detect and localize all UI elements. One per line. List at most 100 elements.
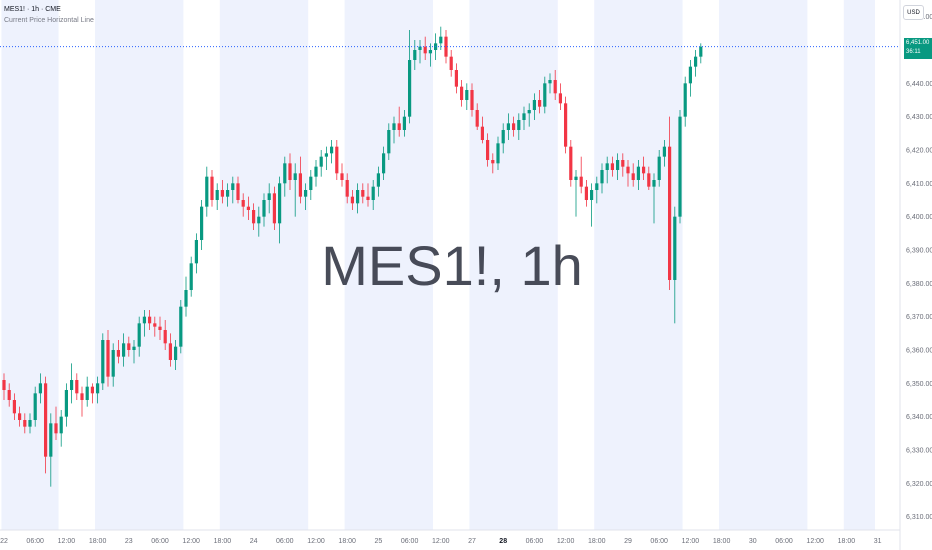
time-tick-label: 06:00 [151, 538, 169, 545]
candle [382, 146, 386, 180]
candle [132, 340, 136, 364]
candle-body [496, 143, 500, 164]
candle [340, 163, 344, 187]
candle-body [553, 80, 557, 94]
candle-body [18, 413, 22, 420]
candle [18, 406, 22, 427]
candle-body [330, 146, 334, 154]
candle [116, 340, 120, 364]
candle-body [319, 156, 323, 167]
candle-body [304, 190, 308, 197]
symbol-legend[interactable]: MES1! · 1h · CME [4, 6, 61, 13]
candle-body [314, 166, 318, 177]
time-tick-label: 22 [0, 538, 8, 545]
candle [600, 163, 604, 194]
time-tick-label: 24 [250, 538, 258, 545]
candle-body [413, 50, 417, 60]
candle-body [252, 210, 256, 224]
candle [319, 150, 323, 177]
time-tick-label: 12:00 [182, 538, 200, 545]
candle [309, 170, 313, 200]
price-axis[interactable]: 6,310.00 6,320.00 6,330.00 6,340.00 6,350.00… [906, 14, 932, 521]
candle [548, 73, 552, 94]
candle [54, 406, 58, 440]
candlestick-series [2, 26, 703, 487]
time-tick-label: 06:00 [775, 538, 793, 545]
candle [345, 173, 349, 204]
candle-body [298, 173, 302, 197]
candle [662, 140, 666, 167]
time-tick-label: 12:00 [806, 538, 824, 545]
candle-body [408, 60, 412, 117]
candle [538, 90, 542, 114]
candle-body [600, 170, 604, 184]
candle-body [460, 86, 464, 100]
candle-body [70, 380, 74, 390]
candle [272, 186, 276, 230]
session-band-7 [843, 0, 875, 530]
price-tick-label: 6,420.00 [906, 148, 932, 155]
candle-body [200, 206, 204, 240]
candle-body [106, 340, 110, 377]
candle [174, 340, 178, 370]
candle [454, 63, 458, 94]
candle-body [387, 130, 391, 154]
currency-button[interactable]: USD [903, 5, 924, 20]
candle [387, 123, 391, 160]
candle [137, 316, 141, 357]
candle-body [668, 146, 672, 280]
candle [512, 116, 516, 137]
candle-body [137, 323, 141, 347]
candle [314, 160, 318, 187]
candle-body [59, 416, 63, 434]
candle-body [278, 183, 282, 224]
candle [371, 180, 375, 210]
candle [262, 193, 266, 227]
candle [610, 156, 614, 177]
candle [361, 183, 365, 204]
candle [278, 176, 282, 244]
candle-body [699, 46, 703, 57]
candle [678, 110, 682, 224]
candle [163, 320, 167, 350]
candle [626, 160, 630, 187]
candle [397, 106, 401, 137]
candle [642, 156, 646, 180]
indicator-legend[interactable]: Current Price Horizontal Line [4, 17, 94, 24]
price-tick-label: 6,390.00 [906, 248, 932, 255]
candle-body [382, 153, 386, 174]
candle-body [179, 306, 183, 347]
candle [70, 363, 74, 404]
candle-body [642, 166, 646, 174]
candle-body [376, 173, 380, 187]
candle-body [631, 173, 635, 180]
candle-body [532, 100, 536, 110]
candle [153, 316, 157, 337]
time-tick-label: 06:00 [26, 538, 44, 545]
time-axis[interactable]: 22 06:00 12:00 18:00 23 06:00 12:00 18:00 24 06:0… [0, 538, 881, 545]
candle-body [621, 160, 625, 167]
candle-body [418, 46, 422, 50]
candle [226, 183, 230, 207]
time-tick-label: 18:00 [214, 538, 232, 545]
time-tick-label: 18:00 [338, 538, 356, 545]
candle [569, 140, 573, 187]
price-tick-label: 6,310.00 [906, 514, 932, 521]
candle-body [470, 90, 474, 110]
candle-body [111, 350, 115, 377]
candle-body [158, 326, 162, 330]
candle-body [501, 130, 505, 144]
candle [288, 153, 292, 190]
candle [683, 76, 687, 127]
candle [579, 156, 583, 194]
candle-body [335, 146, 339, 174]
candle-body [236, 183, 240, 200]
candle-body [652, 180, 656, 187]
candle-body [506, 123, 510, 130]
candle [75, 373, 79, 400]
time-tick-label: 28 [499, 538, 507, 545]
candle-body [350, 196, 354, 204]
candle [293, 163, 297, 217]
